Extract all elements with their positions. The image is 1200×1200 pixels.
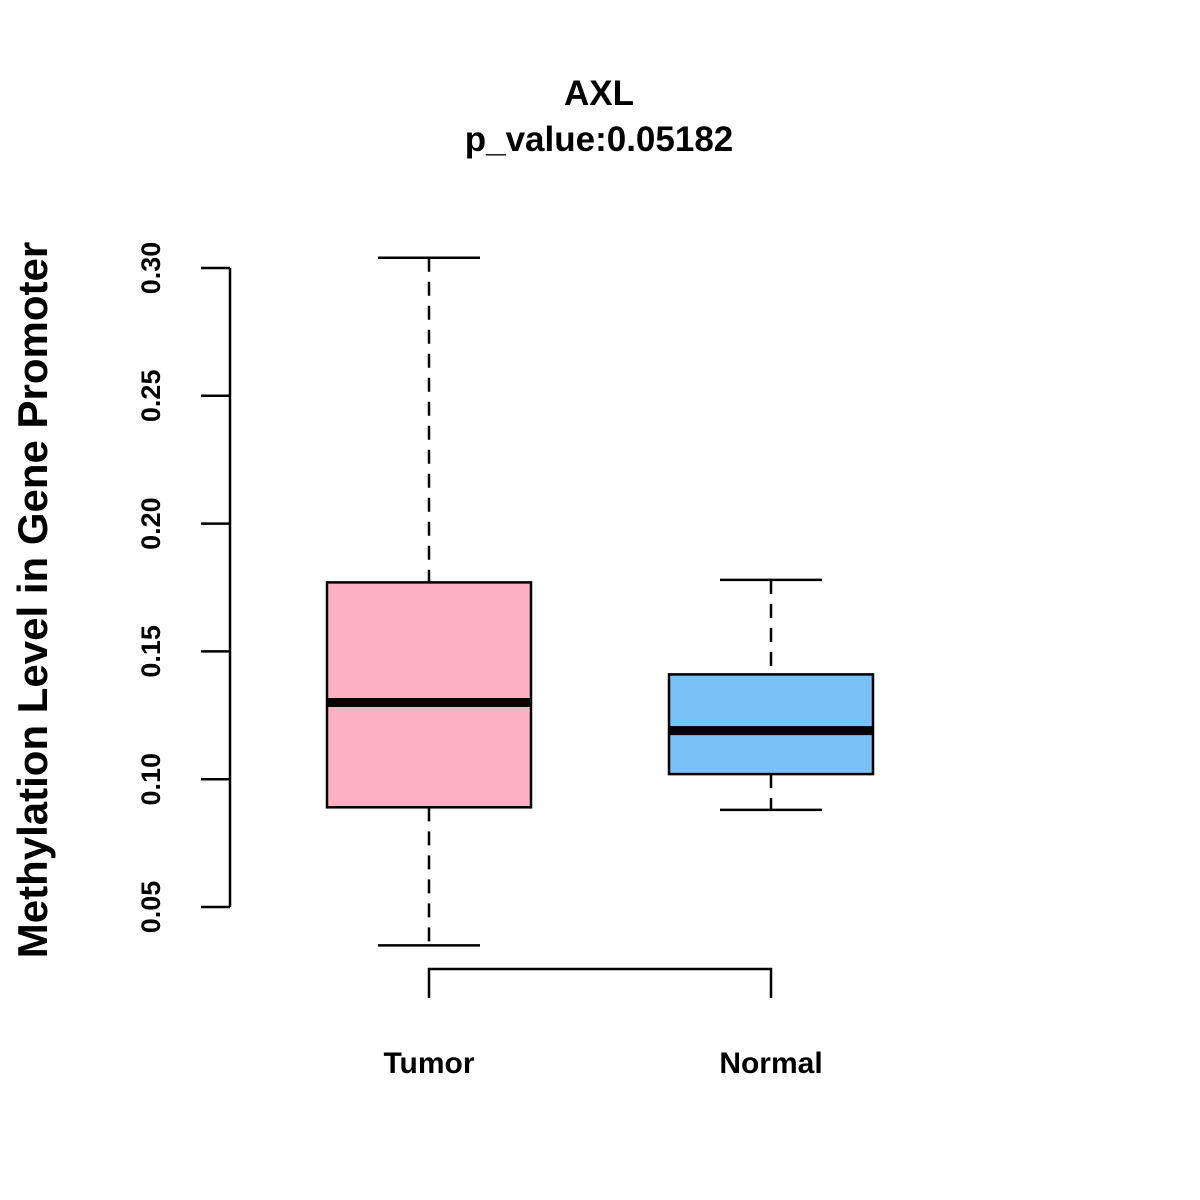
iqr-box [325, 581, 533, 809]
y-tick-label: 0.05 [136, 881, 166, 934]
y-tick-label: 0.20 [136, 497, 166, 550]
bracket-line [427, 967, 773, 998]
y-tick-label: 0.30 [136, 242, 166, 295]
chart-title: AXL [564, 74, 634, 113]
box-tumor [325, 256, 533, 947]
y-tick-label: 0.10 [136, 753, 166, 806]
comparison-bracket [427, 967, 773, 998]
category-label-normal: Normal [719, 1047, 822, 1080]
y-tick-label: 0.15 [136, 625, 166, 678]
x-axis-labels: Tumor Normal [383, 1047, 822, 1080]
box-normal [667, 578, 875, 812]
category-label-tumor: Tumor [383, 1047, 474, 1080]
chart-subtitle: p_value:0.05182 [465, 120, 734, 159]
boxes [325, 256, 875, 947]
y-axis: 0.05 0.10 0.15 0.20 0.25 0.30 [136, 242, 232, 934]
iqr-box [667, 673, 875, 776]
y-tick-label: 0.25 [136, 370, 166, 423]
y-axis-label: Methylation Level in Gene Promoter [9, 242, 56, 958]
